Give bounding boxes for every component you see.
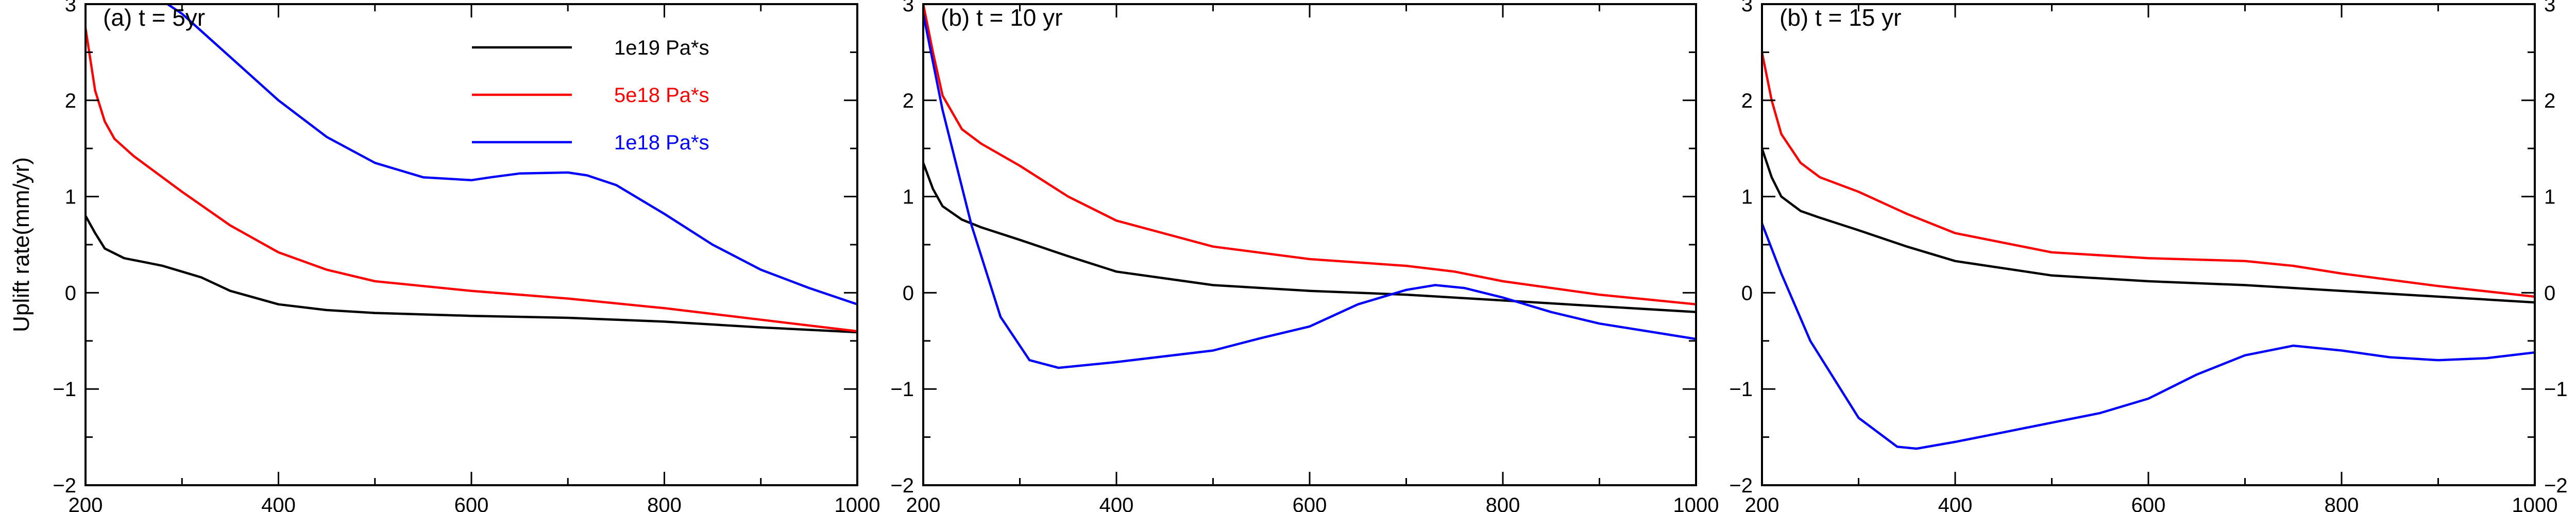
x-tick-label: 1000 — [835, 494, 880, 512]
y-tick-label-right: −2 — [2544, 474, 2568, 497]
legend: 1e19 Pa*s 5e18 Pa*s 1e18 Pa*s — [472, 37, 709, 154]
y-tick-label: 3 — [903, 0, 914, 16]
y-tick-label-right: −1 — [2544, 378, 2568, 401]
plot-frame — [923, 4, 1696, 485]
y-tick-label: 1 — [65, 186, 76, 209]
y-tick-label: 2 — [65, 90, 76, 112]
y-tick-label: 3 — [1741, 0, 1753, 16]
plot-frame — [1762, 4, 2535, 485]
y-tick-label-right: 2 — [2544, 90, 2555, 112]
y-tick-label: −1 — [1729, 378, 1753, 401]
chart-panel-3: 200 400 600 800 1000−2 −2−1 −10 01 12 23 3(b) t = … — [1729, 0, 2567, 512]
x-tick-label: 800 — [1486, 494, 1520, 512]
legend-label: 1e18 Pa*s — [614, 131, 709, 154]
series-line-5e18 — [1762, 52, 2535, 297]
y-tick-label: 2 — [903, 90, 914, 112]
plot-frame — [86, 4, 857, 485]
panel-label: (a) t = 5yr — [103, 4, 205, 31]
x-tick-label: 400 — [1938, 494, 1973, 512]
y-tick-label: −1 — [53, 378, 76, 401]
y-tick-label: 0 — [1741, 282, 1753, 304]
x-tick-label: 600 — [2131, 494, 2166, 512]
y-tick-label: 2 — [1741, 90, 1753, 112]
y-tick-label: 3 — [65, 0, 76, 16]
y-tick-label: 1 — [1741, 186, 1753, 209]
series-line-1e18 — [923, 14, 1696, 368]
series-line-1e19 — [86, 216, 857, 332]
y-tick-label: −2 — [53, 474, 76, 497]
series-line-5e18 — [923, 4, 1696, 304]
y-tick-label: 0 — [65, 282, 76, 304]
x-tick-label: 1000 — [1673, 494, 1719, 512]
y-tick-label-right: 1 — [2544, 186, 2555, 209]
x-tick-label: 600 — [1293, 494, 1327, 512]
x-tick-label: 400 — [1099, 494, 1134, 512]
panel-label: (b) t = 10 yr — [941, 4, 1062, 31]
panel-label: (b) t = 15 yr — [1780, 4, 1901, 31]
y-tick-label: 1 — [903, 186, 914, 209]
y-tick-label-right: 0 — [2544, 282, 2555, 304]
series-line-1e18 — [167, 4, 857, 304]
y-tick-label: −2 — [890, 474, 914, 497]
y-tick-label: 0 — [903, 282, 914, 304]
series-line-1e19 — [1762, 148, 2535, 302]
x-tick-label: 600 — [454, 494, 489, 512]
x-tick-label: 800 — [647, 494, 682, 512]
legend-label: 5e18 Pa*s — [614, 84, 709, 107]
y-axis-label: Uplift rate(mm/yr) — [9, 157, 34, 332]
series-line-1e19 — [923, 163, 1696, 312]
y-tick-label: −2 — [1729, 474, 1753, 497]
x-tick-label: 800 — [2325, 494, 2359, 512]
legend-label: 1e19 Pa*s — [614, 37, 709, 59]
x-tick-label: 400 — [261, 494, 296, 512]
y-tick-label-right: 3 — [2544, 0, 2555, 16]
y-tick-label: −1 — [890, 378, 914, 401]
